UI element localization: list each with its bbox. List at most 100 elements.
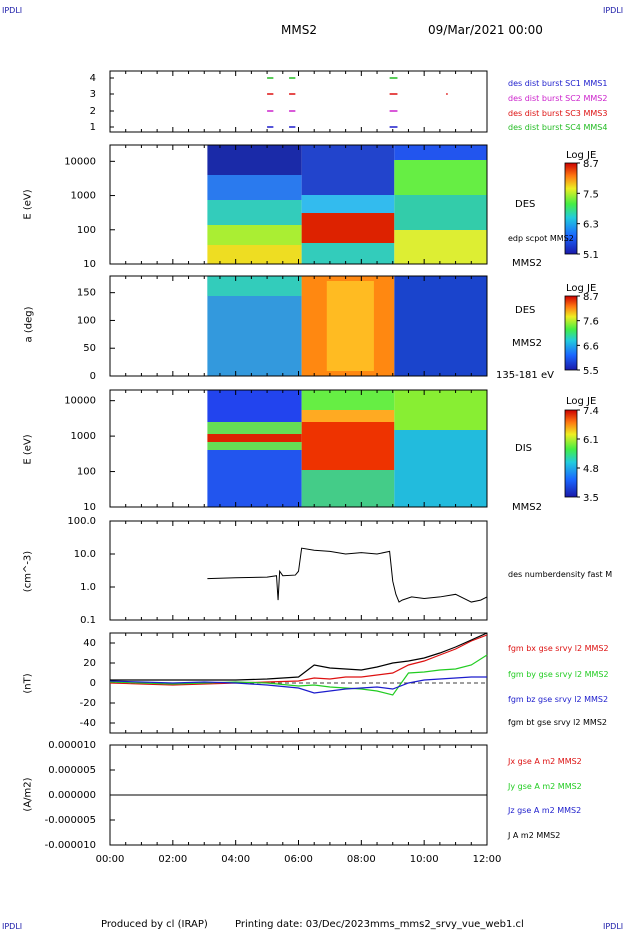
colorbar3-tick-label: 4.8: [583, 464, 599, 475]
density-line: [207, 547, 488, 603]
colorbar1-tick-label: 8.7: [583, 159, 599, 170]
des-energy-ytick-label: 1000: [71, 191, 96, 202]
x-tick-label: 06:00: [284, 854, 313, 865]
colorbar2-bar: [564, 295, 578, 371]
dis-e-sheath-upper: [301, 410, 395, 422]
j-legend: J A m2 MMS2: [508, 831, 561, 840]
des-pitch-ylabel: a (deg): [23, 306, 35, 343]
bfield-ylabel: (nT): [22, 673, 34, 694]
dis-e-block-beammid: [207, 422, 302, 434]
dis-e-block-high: [207, 390, 302, 422]
colorbar1-bar: [564, 162, 578, 255]
bfield-ytick-label: 20: [83, 658, 96, 669]
des-pitch-ytick-label: 0: [90, 371, 96, 382]
colorbar1-tick-label: 6.3: [583, 220, 599, 231]
des-e-sw-mid: [394, 160, 487, 195]
current-ylabel: (A/m2): [22, 777, 34, 812]
des-e-sheath-high: [301, 145, 395, 195]
des-e-sheath-low: [301, 243, 395, 264]
dis-sc-label: MMS2: [512, 502, 542, 513]
dis-e-sheath-high: [301, 390, 395, 410]
footer-file: mms_mms2_srvy_vue_web1.cl: [370, 919, 524, 930]
x-tick-label: 12:00: [473, 854, 502, 865]
current-ytick-label: -0.000010: [45, 840, 96, 851]
legend-mms3: des dist burst SC3 MMS3: [508, 109, 608, 118]
colorbar2-tick-label: 8.7: [583, 292, 599, 303]
des-e-block-lowmid: [207, 200, 302, 225]
bx-legend: fgm bx gse srvy l2 MMS2: [508, 644, 609, 653]
dis-energy-ytick-label: 10000: [64, 396, 96, 407]
colorbar3-tick-label: 3.5: [583, 493, 599, 504]
colorbar1-tick-label: 5.1: [583, 250, 599, 261]
bfield-line-bt: [110, 632, 488, 681]
x-tick-label: 02:00: [158, 854, 187, 865]
jy-legend: Jy gse A m2 MMS2: [508, 782, 582, 791]
dis-e-block-beamlow: [207, 442, 302, 450]
availability-ytick-label: 4: [90, 73, 96, 84]
des-energy-label: DES: [515, 199, 536, 210]
bz-legend: fgm bz gse srvy l2 MMS2: [508, 695, 609, 704]
legend-mms1: des dist burst SC1 MMS1: [508, 79, 608, 88]
legend-mms2: des dist burst SC2 MMS2: [508, 94, 608, 103]
density-legend: des numberdensity fast M: [508, 570, 613, 579]
density-ytick-label: 10.0: [74, 549, 96, 560]
colorbar3-tick-label: 7.4: [583, 406, 599, 417]
colorbar3-title: Log JE: [566, 396, 597, 407]
current-ytick-label: -0.000005: [45, 815, 96, 826]
x-tick-label: 04:00: [221, 854, 250, 865]
dis-energy-ytick-label: 100: [77, 467, 96, 478]
dis-e-sw-low: [394, 430, 487, 507]
spacecraft-title: MMS2: [281, 23, 317, 37]
availability-panel-frame: [109, 70, 488, 133]
des-e-sw-lowmid: [394, 195, 487, 230]
bfield-ytick-label: 0: [90, 678, 96, 689]
density-ylabel: (cm^-3): [22, 550, 34, 593]
des-energy-ytick-label: 10000: [64, 156, 96, 167]
des-energy-ylabel: E (eV): [22, 189, 34, 220]
density-ytick-label: 0.1: [80, 615, 96, 626]
density-ytick-label: 100.0: [67, 516, 96, 527]
footer-produced: Produced by cl (IRAP): [101, 919, 208, 930]
x-tick-label: 10:00: [410, 854, 439, 865]
des-pa-block-sw: [394, 276, 487, 376]
availability-ytick-label: 2: [90, 106, 96, 117]
des-e-block-mid: [207, 175, 302, 200]
dis-label: DIS: [515, 443, 532, 454]
colorbar3-tick-label: 6.1: [583, 435, 599, 446]
dis-energy-ylabel: E (eV): [22, 434, 34, 465]
dis-e-block-low: [207, 450, 302, 507]
des-e-block-lowest: [207, 245, 302, 264]
corner-mark-bottom-right: IPDLI: [603, 922, 624, 931]
availability-ytick-label: 1: [90, 122, 96, 133]
colorbar3-bar: [564, 409, 578, 498]
colorbar1-title: Log JE: [566, 150, 597, 161]
dis-e-sheath-low: [301, 470, 395, 507]
des-energy-ytick-label: 10: [83, 259, 96, 270]
density-ytick-label: 1.0: [80, 582, 96, 593]
dis-e-sw-high: [394, 390, 487, 430]
colorbar2-tick-label: 5.5: [583, 366, 599, 377]
des-pitch-ytick-label: 150: [77, 288, 96, 299]
des-e-block-high: [207, 145, 302, 175]
des-pa-block-msp-top: [207, 276, 302, 296]
des-pa-block-sheath-core: [326, 281, 374, 371]
des-e-sw-low: [394, 230, 487, 264]
jz-legend: Jz gse A m2 MMS2: [508, 806, 582, 815]
dis-e-block-beam: [207, 434, 302, 442]
des-e-block-low: [207, 225, 302, 245]
bfield-ytick-label: 40: [83, 638, 96, 649]
corner-mark-bottom-left: IPDLI: [2, 922, 23, 931]
x-tick-label: 00:00: [96, 854, 125, 865]
colorbar1-tick-label: 7.5: [583, 189, 599, 200]
legend-mms4: des dist burst SC4 MMS4: [508, 123, 608, 132]
footer-printing: Printing date: 03/Dec/2023: [235, 919, 371, 930]
bfield-ytick-label: -40: [80, 718, 96, 729]
pitch-energy-range-label: 135-181 eV: [496, 370, 554, 381]
current-ytick-label: 0.000010: [48, 740, 96, 751]
availability-ytick-label: 3: [90, 89, 96, 100]
des-pitch-label: DES: [515, 305, 536, 316]
des-pitch-sc-label: MMS2: [512, 338, 542, 349]
des-e-sw-high: [394, 145, 487, 160]
x-tick-label: 08:00: [347, 854, 376, 865]
